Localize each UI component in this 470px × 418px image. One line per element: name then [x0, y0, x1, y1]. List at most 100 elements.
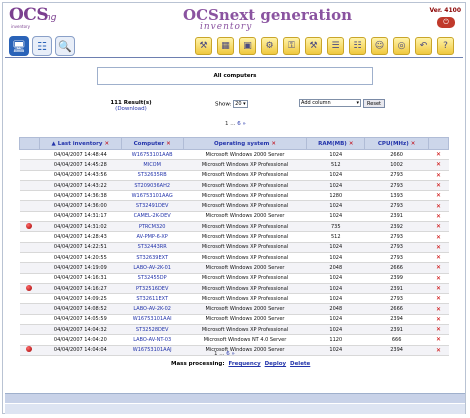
computer-link[interactable]: LABO-AV-NT-03 [121, 334, 184, 346]
header-last-inventory[interactable]: ▲ Last inventory ✕ [38, 137, 122, 150]
key-icon[interactable]: ⚿ [283, 37, 300, 55]
back-icon[interactable]: ↶ [415, 37, 432, 55]
status-cell [19, 242, 40, 253]
computer-link[interactable]: ST32455DP [121, 273, 184, 284]
logout-icon[interactable]: ⏻ [437, 17, 455, 28]
computers-icon[interactable]: 🖥 [9, 36, 29, 56]
ram-cell: 2048 [306, 303, 365, 315]
computer-link[interactable]: MICOM [121, 159, 184, 171]
show-label: Show: [215, 101, 232, 108]
delete-icon[interactable]: ✕ [428, 242, 449, 253]
cpu-cell: 2394 [364, 314, 429, 326]
delete-icon[interactable]: ✕ [428, 314, 449, 326]
delete-icon[interactable]: ✕ [428, 293, 449, 305]
table-row: 04/04/2007 14:43:22 ST209036AH2 Microsoft … [19, 180, 449, 192]
pager-last-link[interactable]: 6 [237, 121, 241, 127]
header-computer[interactable]: Computer ✕ [120, 137, 184, 150]
computer-link[interactable]: ST32635RB [121, 170, 184, 181]
header-cpu-label: CPU(MHz) [377, 140, 409, 147]
last-inventory-cell: 04/04/2007 14:04:04 [39, 345, 122, 356]
mass-processing: Mass processing: Frequency Deploy Delete [171, 361, 310, 367]
header-ram[interactable]: RAM(MB) ✕ [306, 137, 366, 150]
deploy-icon[interactable]: ☰ [327, 37, 344, 55]
remove-column-icon[interactable]: ✕ [348, 140, 354, 147]
delete-link[interactable]: Delete [290, 361, 311, 367]
delete-icon[interactable]: ✕ [428, 149, 449, 161]
pager-next-link[interactable]: » [231, 351, 235, 357]
calendar-icon[interactable]: ▦ [217, 37, 234, 55]
wrench-icon[interactable]: ⚒ [305, 37, 322, 55]
status-cell [19, 149, 40, 161]
tools-icon[interactable]: ⚒ [195, 37, 212, 55]
header-status [19, 137, 40, 150]
status-cell [19, 170, 40, 181]
delete-icon[interactable]: ✕ [428, 345, 449, 356]
delete-icon[interactable]: ✕ [428, 334, 449, 346]
computer-link[interactable]: W16753101AAG [121, 190, 184, 202]
computer-link[interactable]: LABO-AV-2K-02 [121, 303, 184, 315]
computer-link[interactable]: CAMEL-2K-DEV [121, 211, 184, 223]
delete-icon[interactable]: ✕ [428, 324, 449, 336]
table-row: 04/04/2007 14:43:56 ST32635RB Microsoft Wi… [19, 170, 449, 181]
deploy-link[interactable]: Deploy [264, 361, 287, 367]
computer-link[interactable]: W16753101AAJ [121, 345, 184, 356]
computer-link[interactable]: ST32491DEV [121, 200, 184, 212]
delete-icon[interactable]: ✕ [428, 273, 449, 284]
add-column-select[interactable]: Add column ▾ [299, 99, 361, 107]
download-link[interactable]: (Download) [115, 106, 147, 112]
ocs-logo[interactable]: OCS [9, 5, 49, 25]
delete-icon[interactable]: ✕ [428, 231, 449, 243]
delete-icon[interactable]: ✕ [428, 211, 449, 223]
rules-icon[interactable]: ☷ [349, 37, 366, 55]
computer-link[interactable]: W16753101AAB [121, 149, 184, 161]
reset-button[interactable]: Reset [363, 99, 385, 108]
computer-link[interactable]: W16753101AAI [121, 314, 184, 326]
network-icon[interactable]: ☷ [32, 36, 52, 56]
delete-icon[interactable]: ✕ [428, 159, 449, 171]
packages-icon[interactable]: ▣ [239, 37, 256, 55]
users-icon[interactable]: ☺ [371, 37, 388, 55]
computer-link[interactable]: PT32516DEV [121, 283, 184, 295]
remove-column-icon[interactable]: ✕ [166, 140, 171, 147]
pager-last-link[interactable]: 6 [226, 351, 230, 357]
delete-icon[interactable]: ✕ [428, 252, 449, 264]
header-cpu[interactable]: CPU(MHz) ✕ [364, 137, 430, 150]
app-frame: OCS ng inventory OCSnext generation inve… [2, 2, 466, 414]
settings-icon[interactable]: ⚙ [261, 37, 278, 55]
pager-next-link[interactable]: » [242, 121, 246, 127]
header-operating-system[interactable]: Operating system ✕ [182, 137, 308, 150]
ram-cell: 1280 [306, 190, 365, 202]
globe-icon[interactable]: ◎ [393, 37, 410, 55]
delete-icon[interactable]: ✕ [428, 283, 449, 295]
show-control: Show: 20 ▾ [215, 100, 248, 108]
computer-link[interactable]: ST32443RR [121, 242, 184, 253]
table-row: 04/04/2007 14:48:44 W16753101AAB Microsoft… [19, 149, 449, 161]
cpu-cell: 666 [364, 334, 429, 346]
remove-column-icon[interactable]: ✕ [104, 140, 110, 147]
remove-column-icon[interactable]: ✕ [271, 140, 276, 147]
cpu-cell: 2793 [364, 180, 429, 192]
cpu-cell: 2391 [364, 211, 429, 223]
computer-link[interactable]: ST32528DEV [121, 324, 184, 336]
computer-link[interactable]: LABO-AV-2K-01 [121, 262, 184, 274]
status-cell [19, 303, 40, 315]
show-select[interactable]: 20 ▾ [233, 100, 248, 108]
last-inventory-cell: 04/04/2007 14:04:32 [39, 324, 122, 336]
frequency-link[interactable]: Frequency [228, 361, 261, 367]
computer-link[interactable]: PTRCM320 [121, 221, 184, 233]
search-icon[interactable]: 🔍 [55, 36, 75, 56]
computer-link[interactable]: ST209036AH2 [121, 180, 184, 192]
delete-icon[interactable]: ✕ [428, 262, 449, 274]
delete-icon[interactable]: ✕ [428, 303, 449, 315]
os-cell: Microsoft Windows XP Professional [183, 324, 307, 336]
delete-icon[interactable]: ✕ [428, 200, 449, 212]
computer-link[interactable]: AV-PMP-6-XP [121, 231, 184, 243]
remove-column-icon[interactable]: ✕ [410, 140, 416, 147]
help-icon[interactable]: ? [437, 37, 454, 55]
delete-icon[interactable]: ✕ [428, 180, 449, 192]
computer-link[interactable]: ST32639EXT [121, 252, 184, 264]
delete-icon[interactable]: ✕ [428, 170, 449, 181]
computer-link[interactable]: ST32611EXT [121, 293, 184, 305]
delete-icon[interactable]: ✕ [428, 221, 449, 233]
delete-icon[interactable]: ✕ [428, 190, 449, 202]
